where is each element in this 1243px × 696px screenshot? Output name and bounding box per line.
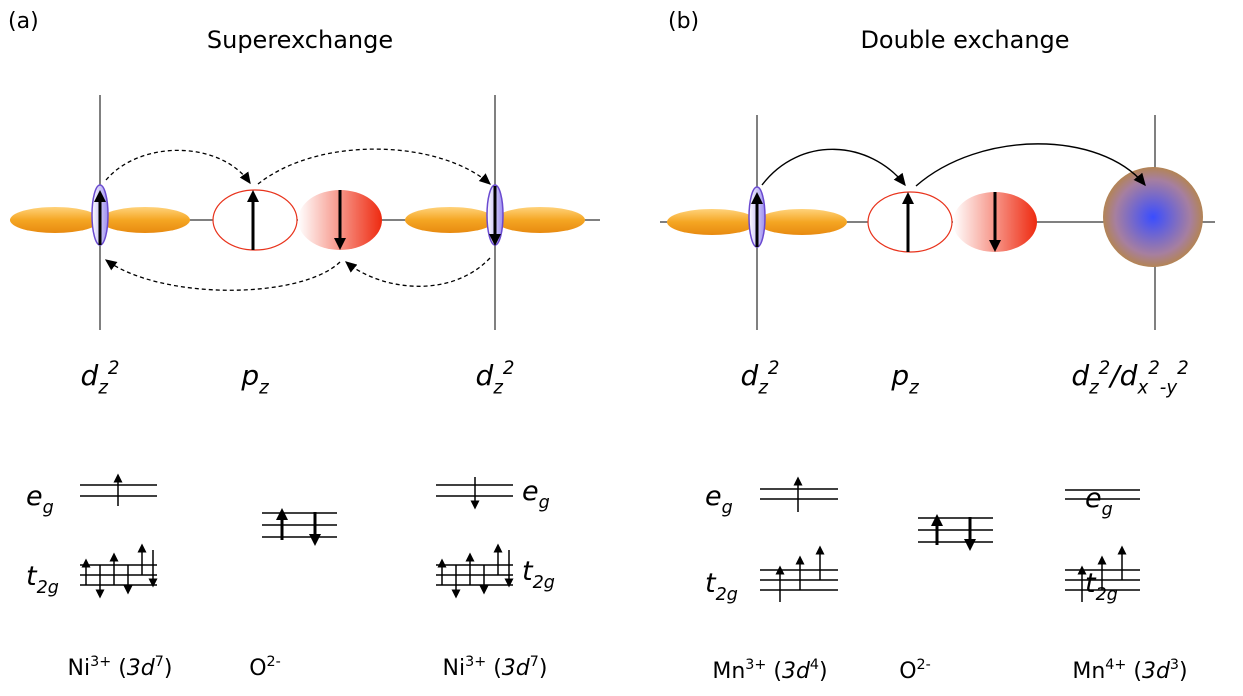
level-label: t2g <box>522 556 555 593</box>
label-part: 2 <box>768 358 780 379</box>
label-part: Mn <box>712 659 745 684</box>
label-part: z <box>908 377 919 398</box>
label-part: 3d <box>1142 659 1171 684</box>
level-label: eg <box>26 481 54 518</box>
label-part: 2g <box>37 578 59 598</box>
label-part: /d <box>1107 359 1137 392</box>
label-part: ( <box>486 656 502 681</box>
label-part: e <box>522 476 539 507</box>
label-part: z <box>97 377 108 398</box>
panel-title: Superexchange <box>207 26 393 54</box>
label-part: x <box>1136 377 1148 398</box>
label-part: -y <box>1160 377 1178 398</box>
label-part: 3+ <box>90 654 111 670</box>
label-part: 2g <box>716 585 738 605</box>
label-part: 2 <box>1148 358 1160 379</box>
label-part: 3 <box>1170 657 1179 673</box>
label-part: 7 <box>155 654 164 670</box>
label-part: 2 <box>503 358 515 379</box>
label-part: 2- <box>917 657 931 673</box>
ion-label: Mn4+ (3d3) <box>1072 657 1187 684</box>
label-part: g <box>43 498 54 518</box>
label-part: g <box>1102 500 1113 520</box>
orbital-label: dz2 <box>476 358 515 399</box>
label-part: ( <box>1126 659 1142 684</box>
label-part: ) <box>164 656 173 681</box>
energy-levels <box>80 477 1140 602</box>
label-part: ) <box>1179 659 1188 684</box>
label-part: d <box>81 359 99 392</box>
label-part: 7 <box>530 654 539 670</box>
label-part: 2 <box>1099 358 1111 379</box>
label-part: d <box>476 359 494 392</box>
label-part: e <box>1085 483 1102 514</box>
label-part: ) <box>819 659 828 684</box>
label-part: d <box>1071 359 1089 392</box>
label-part: z <box>258 377 269 398</box>
label-part: O <box>899 659 916 684</box>
figure: (a)Superexchangedz2pzdz2egt2gegt2gNi3+ (… <box>0 0 1243 696</box>
label-part: 3d <box>782 659 811 684</box>
label-part: ( <box>766 659 782 684</box>
label-part: e <box>26 481 43 512</box>
label-part: 2 <box>1177 358 1189 379</box>
panel-label: (b) <box>668 9 699 34</box>
label-part: 2- <box>267 654 281 670</box>
ion-label: Ni3+ (3d7) <box>443 654 548 681</box>
label-part: g <box>722 498 733 518</box>
label-part: Mn <box>1072 659 1105 684</box>
ion-label: Ni3+ (3d7) <box>68 654 173 681</box>
label-part: e <box>705 481 722 512</box>
panel-title: Double exchange <box>860 26 1069 54</box>
label-part: 2g <box>533 573 555 593</box>
label-part: g <box>539 493 550 513</box>
label-part: d <box>741 359 759 392</box>
label-part: 3d <box>502 656 531 681</box>
label-part: z <box>757 377 768 398</box>
label-part: Ni <box>443 656 466 681</box>
orbital-label: dz2 <box>741 358 780 399</box>
orbital-label: dz2 <box>81 358 120 399</box>
label-part: 4+ <box>1105 657 1126 673</box>
panel-a-orbitals <box>10 95 600 330</box>
ion-label: O2- <box>899 657 931 684</box>
label-part: Ni <box>68 656 91 681</box>
label-part: 3+ <box>465 654 486 670</box>
label-part: 3+ <box>745 657 766 673</box>
label-part: ) <box>539 656 548 681</box>
label-part: O <box>249 656 266 681</box>
label-part: 2 <box>108 358 120 379</box>
label-part: 2g <box>1096 585 1118 605</box>
orbital-label: dz2/dx2-y2 <box>1071 358 1188 399</box>
level-label: eg <box>522 476 550 513</box>
orbital-label: pz <box>890 359 919 398</box>
level-label: t2g <box>705 568 738 605</box>
panel-label: (a) <box>8 9 39 34</box>
level-label: eg <box>705 481 733 518</box>
ion-label: Mn3+ (3d4) <box>712 657 827 684</box>
label-part: ( <box>111 656 127 681</box>
level-label: t2g <box>26 561 59 598</box>
panel-b-orbitals <box>660 115 1215 330</box>
level-label: eg <box>1085 483 1113 520</box>
label-part: p <box>240 359 259 392</box>
label-part: p <box>890 359 909 392</box>
label-part: z <box>1088 377 1099 398</box>
label-part: 4 <box>810 657 819 673</box>
ion-label: O2- <box>249 654 281 681</box>
label-part: 3d <box>127 656 156 681</box>
label-part: z <box>492 377 503 398</box>
orbital-label: pz <box>240 359 269 398</box>
